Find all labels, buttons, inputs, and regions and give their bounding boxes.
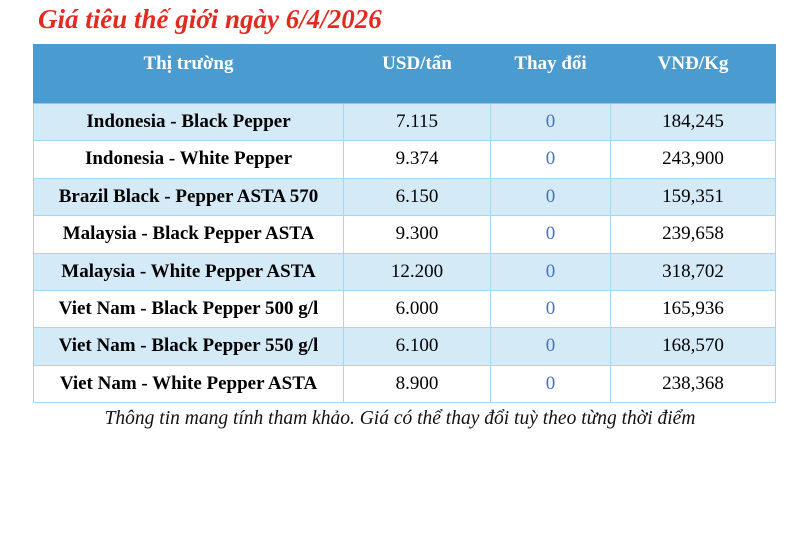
- vnd-price: 239,658: [610, 215, 776, 254]
- column-header-change: Thay đổi: [490, 44, 611, 105]
- change-value: 0: [490, 364, 611, 404]
- vnd-price: 238,368: [610, 364, 776, 404]
- vnd-price: 243,900: [610, 140, 776, 179]
- table-row: Viet Nam - Black Pepper 500 g/l 6.000 0 …: [33, 290, 776, 329]
- market-name: Malaysia - White Pepper ASTA: [33, 252, 344, 292]
- usd-price: 9.374: [343, 140, 491, 179]
- market-name: Indonesia - White Pepper: [33, 140, 344, 179]
- vnd-price: 168,570: [610, 327, 776, 366]
- column-header-vnd-per-kg: VNĐ/Kg: [610, 44, 776, 105]
- market-name: Indonesia - Black Pepper: [33, 103, 344, 142]
- table-row: Viet Nam - White Pepper ASTA 8.900 0 238…: [33, 364, 776, 404]
- table-header: Thị trường USD/tấn Thay đổi VNĐ/Kg: [33, 44, 776, 105]
- usd-price: 8.900: [343, 364, 491, 404]
- market-name: Viet Nam - Black Pepper 550 g/l: [33, 327, 344, 366]
- change-value: 0: [490, 252, 611, 292]
- change-value: 0: [490, 103, 611, 142]
- vnd-price: 159,351: [610, 177, 776, 217]
- change-value: 0: [490, 177, 611, 217]
- usd-price: 6.150: [343, 177, 491, 217]
- table-row: Malaysia - White Pepper ASTA 12.200 0 31…: [33, 252, 776, 292]
- column-header-market: Thị trường: [33, 44, 344, 105]
- market-name: Malaysia - Black Pepper ASTA: [33, 215, 344, 254]
- table-body: Indonesia - Black Pepper 7.115 0 184,245…: [33, 103, 776, 404]
- column-header-usd-per-ton: USD/tấn: [343, 44, 491, 105]
- market-name: Viet Nam - White Pepper ASTA: [33, 364, 344, 404]
- vnd-price: 165,936: [610, 290, 776, 329]
- usd-price: 7.115: [343, 103, 491, 142]
- change-value: 0: [490, 327, 611, 366]
- usd-price: 6.000: [343, 290, 491, 329]
- vnd-price: 184,245: [610, 103, 776, 142]
- page-title: Giá tiêu thế giới ngày 6/4/2026: [38, 4, 382, 34]
- market-name: Brazil Black - Pepper ASTA 570: [33, 177, 344, 217]
- usd-price: 6.100: [343, 327, 491, 366]
- market-name: Viet Nam - Black Pepper 500 g/l: [33, 290, 344, 329]
- disclaimer-footnote: Thông tin mang tính tham khảo. Giá có th…: [104, 408, 696, 430]
- table-row: Indonesia - White Pepper 9.374 0 243,900: [33, 140, 776, 179]
- usd-price: 12.200: [343, 252, 491, 292]
- table-row: Indonesia - Black Pepper 7.115 0 184,245: [33, 103, 776, 142]
- change-value: 0: [490, 140, 611, 179]
- change-value: 0: [490, 215, 611, 254]
- table-header-row: Thị trường USD/tấn Thay đổi VNĐ/Kg: [33, 44, 776, 105]
- table-row: Brazil Black - Pepper ASTA 570 6.150 0 1…: [33, 177, 776, 217]
- change-value: 0: [490, 290, 611, 329]
- table-row: Viet Nam - Black Pepper 550 g/l 6.100 0 …: [33, 327, 776, 366]
- vnd-price: 318,702: [610, 252, 776, 292]
- table-row: Malaysia - Black Pepper ASTA 9.300 0 239…: [33, 215, 776, 254]
- pepper-price-table: Thị trường USD/tấn Thay đổi VNĐ/Kg Indon…: [33, 44, 776, 404]
- usd-price: 9.300: [343, 215, 491, 254]
